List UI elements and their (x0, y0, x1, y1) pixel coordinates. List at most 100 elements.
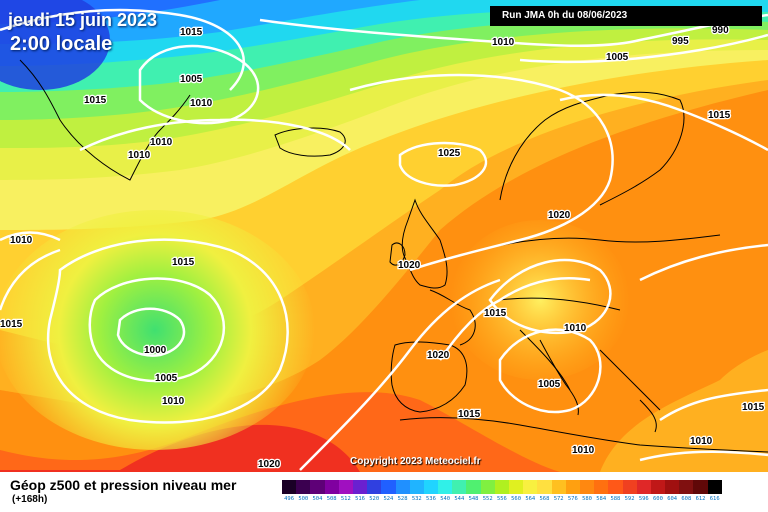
isobar (116, 307, 186, 357)
scale-tick-label: 500 (298, 496, 309, 502)
scale-tick-label: 548 (468, 496, 479, 502)
map-title: Géop z500 et pression niveau mer (10, 477, 237, 493)
scale-swatch (665, 480, 680, 494)
scale-tick-label: 512 (340, 496, 351, 502)
isobar-label: 1020 (398, 260, 421, 271)
scale-tick-label: 516 (355, 496, 365, 502)
britain-coast (401, 198, 448, 289)
isobar-label: 1010 (564, 323, 587, 334)
isobar-label: 1015 (180, 27, 203, 38)
isobar-label: 1015 (742, 402, 765, 413)
scale-tick-label: 524 (383, 496, 394, 502)
scale-tick-label: 584 (596, 496, 607, 502)
scale-tick-label: 580 (582, 496, 592, 502)
isobar (299, 278, 501, 471)
greece-coast (639, 399, 657, 433)
isobar-label: 1005 (606, 52, 629, 63)
europe-borders (479, 234, 721, 411)
scale-tick-label: 616 (709, 496, 720, 502)
scale-tick-label: 496 (284, 496, 295, 502)
isobar (138, 44, 260, 125)
scale-swatch (409, 480, 424, 494)
high-shading (450, 220, 630, 380)
scale-tick-label: 564 (525, 496, 536, 502)
scale-tick-label: 520 (369, 496, 380, 502)
scale-swatch (622, 480, 637, 494)
weather-map: 1015 1010 1005 1015 1010 1010 1010 1010 … (0, 0, 768, 472)
isobar (46, 238, 289, 424)
isobar (349, 73, 614, 272)
scale-swatch (452, 480, 467, 494)
ireland-coast (389, 242, 406, 266)
color-scale (282, 480, 722, 494)
scale-swatch (650, 480, 666, 494)
low-center-label: 1000 (144, 345, 167, 356)
scale-swatch (509, 480, 524, 494)
isobar (639, 450, 768, 462)
isobar-label: 1010 (128, 150, 151, 161)
isobar (498, 328, 602, 414)
isobar (259, 13, 768, 48)
isobar-label: 1020 (258, 459, 281, 470)
isobar-label: 1015 (172, 257, 195, 268)
isobar-label: 1010 (150, 137, 173, 148)
scale-tick-label: 608 (681, 496, 692, 502)
scale-swatch (679, 480, 694, 494)
scale-swatch (707, 480, 722, 494)
scale-swatch (395, 480, 410, 494)
scale-tick-label: 572 (553, 496, 564, 502)
scale-tick-label: 556 (496, 496, 507, 502)
scale-swatch (324, 480, 339, 494)
scale-tick-label: 600 (653, 496, 663, 502)
isobar-label: 1015 (708, 110, 731, 121)
isobar-label: 1010 (690, 436, 713, 447)
scale-tick-label: 560 (511, 496, 522, 502)
scale-swatch (480, 480, 495, 494)
isobar-label: 1015 (484, 308, 507, 319)
isobar (0, 231, 61, 242)
scale-tick-label: 544 (454, 496, 465, 502)
scale-tick-label: 604 (667, 496, 678, 502)
isobar-label: 990 (712, 25, 729, 36)
scale-swatch (423, 480, 439, 494)
scale-tick-label: 588 (610, 496, 621, 502)
scale-tick-label: 532 (411, 496, 422, 502)
isobar-label: 1010 (492, 37, 515, 48)
isobar (438, 276, 591, 361)
scale-tick-label: 540 (440, 496, 451, 502)
isobar (79, 118, 351, 152)
scale-tick-label: 504 (312, 496, 323, 502)
legend-footer: Géop z500 et pression niveau mer (+168h)… (0, 472, 768, 512)
scale-swatch (579, 480, 595, 494)
isobar-label: 1025 (438, 148, 461, 159)
scale-swatch (466, 480, 481, 494)
isobar-label: 1010 (162, 396, 185, 407)
isobar (519, 33, 768, 64)
isobar (659, 388, 768, 422)
scale-swatch (338, 480, 353, 494)
isobar-label: 1015 (84, 95, 107, 106)
scale-swatch (693, 480, 708, 494)
isobar-label: 1010 (10, 235, 33, 246)
band-dark-yellow (0, 0, 768, 472)
north-africa-coast (399, 417, 768, 453)
scale-swatch (367, 480, 382, 494)
scale-tick-label: 596 (638, 496, 649, 502)
scale-swatch (310, 480, 325, 494)
scale-swatch (537, 480, 552, 494)
isobar-label: 1020 (548, 210, 571, 221)
cutoff-low-shading (0, 210, 315, 450)
scale-tick-label: 552 (482, 496, 493, 502)
iberia-coast (390, 341, 468, 413)
scale-swatch (523, 480, 538, 494)
forecast-date: jeudi 15 juin 2023 (8, 10, 158, 30)
scale-tick-label: 528 (397, 496, 408, 502)
scale-tick-label: 576 (567, 496, 578, 502)
isobar-label: 1010 (190, 98, 213, 109)
isobar (0, 248, 61, 311)
scale-swatch (282, 480, 297, 494)
isobar (88, 277, 226, 383)
scale-swatch (636, 480, 651, 494)
scale-tick-label: 612 (695, 496, 706, 502)
scale-tick-label: 508 (326, 496, 337, 502)
